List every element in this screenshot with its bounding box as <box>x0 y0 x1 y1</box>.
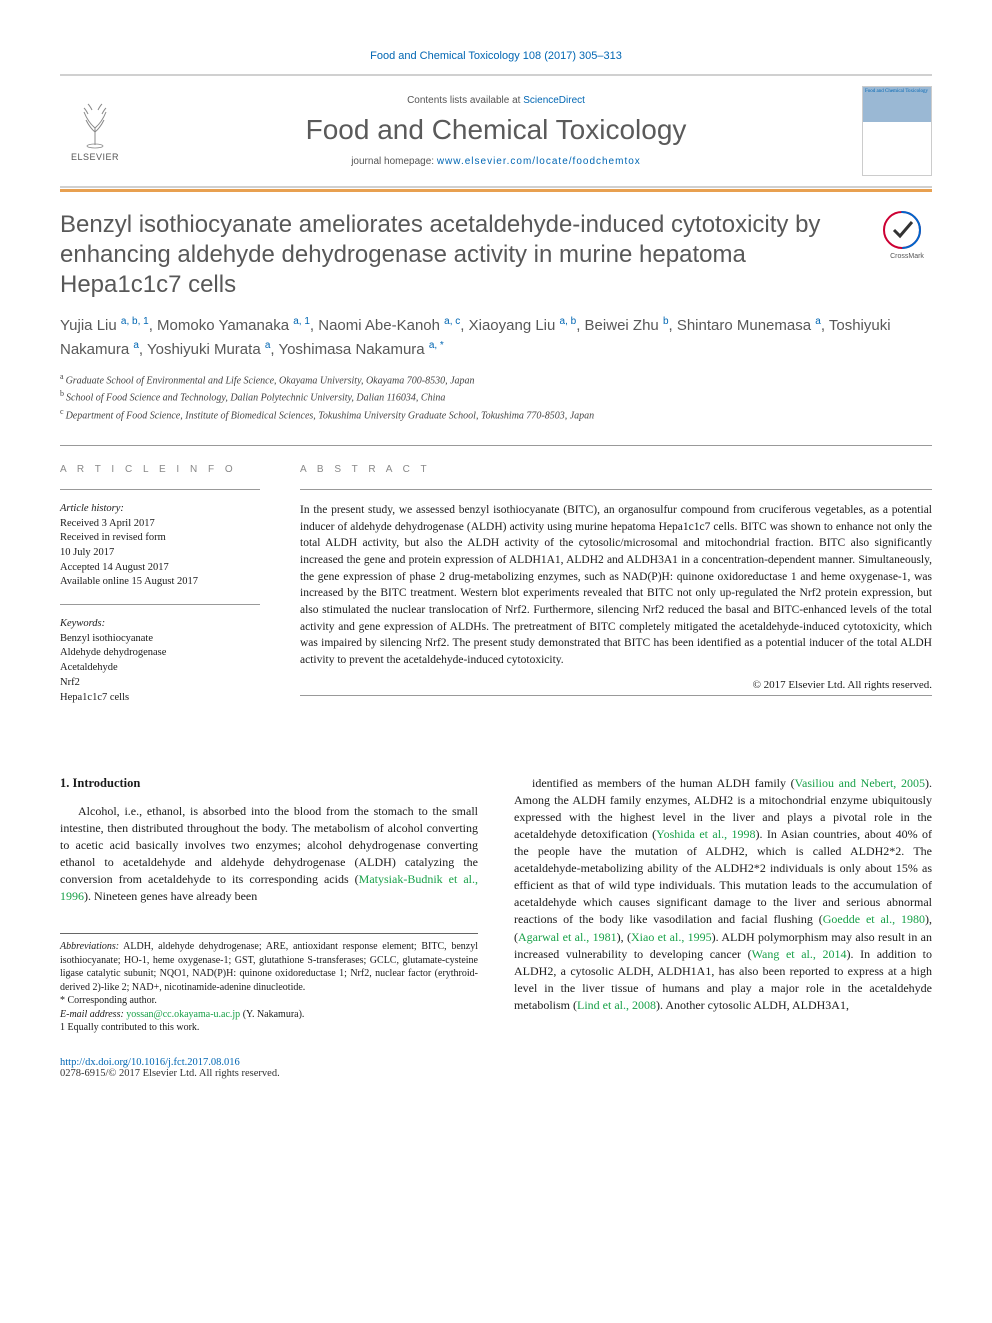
keywords-label: Keywords: <box>60 617 260 632</box>
journal-title: Food and Chemical Toxicology <box>146 114 846 146</box>
history-line: Available online 15 August 2017 <box>60 575 260 590</box>
keyword: Benzyl isothiocyanate <box>60 632 260 647</box>
keywords-block: Keywords: Benzyl isothiocyanateAldehyde … <box>60 617 260 705</box>
homepage-prefix: journal homepage: <box>351 156 437 167</box>
history-line: Received in revised form <box>60 531 260 546</box>
accent-bar <box>60 189 932 192</box>
elsevier-tree-icon <box>70 100 120 150</box>
intro-para-2: identified as members of the human ALDH … <box>514 775 932 1013</box>
corresponding-author-note: * Corresponding author. <box>60 994 478 1008</box>
body-column-right: identified as members of the human ALDH … <box>514 775 932 1034</box>
author-email-link[interactable]: yossan@cc.okayama-u.ac.jp <box>126 1009 240 1020</box>
abstract-heading: A B S T R A C T <box>300 464 932 475</box>
publisher-logo[interactable]: ELSEVIER <box>60 100 130 162</box>
crossmark-badge[interactable]: CrossMark <box>882 210 932 260</box>
keyword: Nrf2 <box>60 676 260 691</box>
sciencedirect-link[interactable]: ScienceDirect <box>523 95 585 106</box>
body-column-left: 1. Introduction Alcohol, i.e., ethanol, … <box>60 775 478 1034</box>
doi-link[interactable]: http://dx.doi.org/10.1016/j.fct.2017.08.… <box>60 1057 240 1068</box>
affiliations: aGraduate School of Environmental and Li… <box>60 371 932 423</box>
section-heading-intro: 1. Introduction <box>60 775 478 793</box>
journal-header: ELSEVIER Contents lists available at Sci… <box>60 74 932 188</box>
history-label: Article history: <box>60 502 260 517</box>
keyword: Acetaldehyde <box>60 661 260 676</box>
intro-para-1: Alcohol, i.e., ethanol, is absorbed into… <box>60 803 478 905</box>
keyword: Aldehyde dehydrogenase <box>60 646 260 661</box>
footnotes: Abbreviations: ALDH, aldehyde dehydrogen… <box>60 933 478 1035</box>
history-line: 10 July 2017 <box>60 546 260 561</box>
abbrev-label: Abbreviations: <box>60 941 119 952</box>
email-attribution: (Y. Nakamura). <box>240 1009 304 1020</box>
svg-text:CrossMark: CrossMark <box>890 253 924 260</box>
abstract-rule <box>300 489 932 490</box>
keyword: Hepa1c1c7 cells <box>60 691 260 706</box>
article-title: Benzyl isothiocyanate ameliorates acetal… <box>60 210 862 300</box>
article-info-heading: A R T I C L E I N F O <box>60 464 260 475</box>
section-rule <box>60 445 932 446</box>
doi-line: http://dx.doi.org/10.1016/j.fct.2017.08.… <box>60 1057 932 1068</box>
history-line: Accepted 14 August 2017 <box>60 561 260 576</box>
contents-available: Contents lists available at ScienceDirec… <box>146 95 846 106</box>
contents-prefix: Contents lists available at <box>407 95 523 106</box>
email-label: E-mail address: <box>60 1009 124 1020</box>
abbrev-text: ALDH, aldehyde dehydrogenase; ARE, antio… <box>60 941 478 993</box>
abstract-rule-bottom <box>300 695 932 696</box>
article-history: Article history: Received 3 April 2017Re… <box>60 502 260 590</box>
equal-contribution-note: 1 Equally contributed to this work. <box>60 1021 478 1035</box>
author-list: Yujia Liu a, b, 1, Momoko Yamanaka a, 1,… <box>60 314 932 361</box>
cover-label: Food and Chemical Toxicology <box>865 89 929 94</box>
info-rule <box>60 604 260 605</box>
history-line: Received 3 April 2017 <box>60 517 260 532</box>
abstract-copyright: © 2017 Elsevier Ltd. All rights reserved… <box>300 679 932 691</box>
publisher-name: ELSEVIER <box>71 152 119 162</box>
journal-homepage: journal homepage: www.elsevier.com/locat… <box>146 156 846 167</box>
homepage-link[interactable]: www.elsevier.com/locate/foodchemtox <box>437 156 641 167</box>
journal-cover-thumbnail[interactable]: Food and Chemical Toxicology <box>862 86 932 176</box>
abstract-text: In the present study, we assessed benzyl… <box>300 502 932 669</box>
info-rule <box>60 489 260 490</box>
issn-copyright: 0278-6915/© 2017 Elsevier Ltd. All right… <box>60 1068 932 1079</box>
citation-line: Food and Chemical Toxicology 108 (2017) … <box>60 50 932 62</box>
